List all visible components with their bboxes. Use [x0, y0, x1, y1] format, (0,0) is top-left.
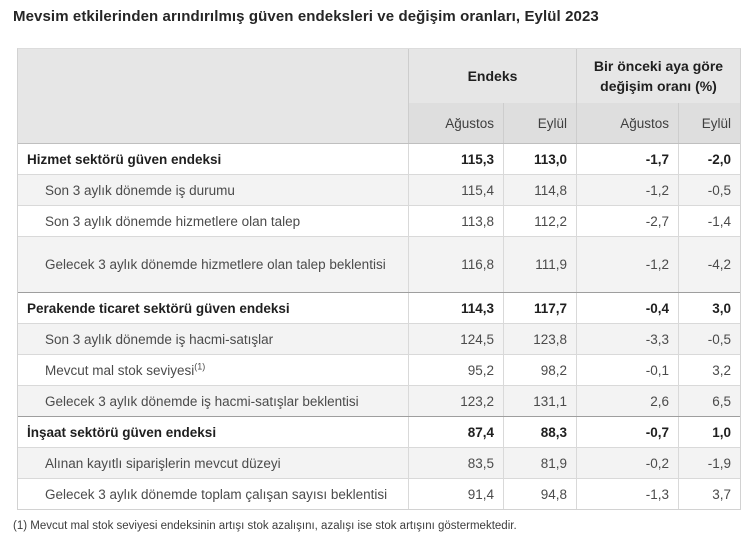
cell-value: -2,0: [678, 144, 740, 174]
cell-value: 124,5: [408, 324, 503, 354]
cell-value: -0,4: [576, 293, 678, 323]
cell-value: 87,4: [408, 417, 503, 447]
cell-value: 2,6: [576, 386, 678, 416]
cell-value: -0,1: [576, 355, 678, 385]
cell-value: 94,8: [503, 479, 576, 509]
confidence-index-table: Endeks Bir önceki aya göre değişim oranı…: [17, 48, 741, 510]
cell-value: -2,7: [576, 206, 678, 236]
cell-value: -0,2: [576, 448, 678, 478]
cell-value: 112,2: [503, 206, 576, 236]
cell-value: 95,2: [408, 355, 503, 385]
row-label: Son 3 aylık dönemde hizmetlere olan tale…: [45, 213, 301, 229]
cell-value: 83,5: [408, 448, 503, 478]
cell-value: 113,0: [503, 144, 576, 174]
table-row-perakende-endeksi: Perakende ticaret sektörü güven endeksi …: [18, 292, 740, 323]
table-row-hizmet-endeksi: Hizmet sektörü güven endeksi 115,3 113,0…: [18, 143, 740, 174]
column-header-endeks-agustos: Ağustos: [408, 103, 503, 143]
column-group-change-rate: Bir önceki aya göre değişim oranı (%): [576, 49, 740, 103]
cell-value: -1,2: [576, 237, 678, 292]
table-row-is-hacmi-beklentisi: Gelecek 3 aylık dönemde iş hacmi-satışla…: [18, 385, 740, 416]
row-label: Son 3 aylık dönemde iş hacmi-satışlar: [45, 331, 274, 347]
cell-value: 131,1: [503, 386, 576, 416]
table-row-kayitli-siparisler: Alınan kayıtlı siparişlerin mevcut düzey…: [18, 447, 740, 478]
cell-value: -3,3: [576, 324, 678, 354]
cell-value: 3,7: [678, 479, 740, 509]
cell-value: -1,9: [678, 448, 740, 478]
cell-value: 81,9: [503, 448, 576, 478]
column-header-change-eylul: Eylül: [678, 103, 740, 143]
cell-value: 98,2: [503, 355, 576, 385]
footnote: (1) Mevcut mal stok seviyesi endeksinin …: [13, 520, 517, 532]
cell-value: -1,2: [576, 175, 678, 205]
table-row-is-hacmi-satislar: Son 3 aylık dönemde iş hacmi-satışlar 12…: [18, 323, 740, 354]
cell-value: 3,2: [678, 355, 740, 385]
table-header-group-row: Endeks Bir önceki aya göre değişim oranı…: [18, 49, 740, 103]
cell-value: 91,4: [408, 479, 503, 509]
cell-value: 88,3: [503, 417, 576, 447]
column-header-endeks-eylul: Eylül: [503, 103, 576, 143]
row-label: İnşaat sektörü güven endeksi: [27, 424, 217, 440]
row-label: Perakende ticaret sektörü güven endeksi: [27, 300, 290, 316]
cell-value: 123,2: [408, 386, 503, 416]
cell-value: -1,4: [678, 206, 740, 236]
row-label: Gelecek 3 aylık dönemde hizmetlere olan …: [45, 257, 386, 272]
cell-value: 116,8: [408, 237, 503, 292]
header-label-spacer: [18, 49, 408, 103]
table-header-month-row: Ağustos Eylül Ağustos Eylül: [18, 103, 740, 143]
cell-value: -0,7: [576, 417, 678, 447]
row-label: Alınan kayıtlı siparişlerin mevcut düzey…: [45, 455, 281, 471]
cell-value: 1,0: [678, 417, 740, 447]
cell-value: 114,3: [408, 293, 503, 323]
cell-value: 6,5: [678, 386, 740, 416]
cell-value: 115,3: [408, 144, 503, 174]
table-row-calisan-sayisi-beklentisi: Gelecek 3 aylık dönemde toplam çalışan s…: [18, 478, 740, 509]
cell-value: 117,7: [503, 293, 576, 323]
row-label: Mevcut mal stok seviyesi(1): [45, 361, 206, 378]
cell-value: -1,7: [576, 144, 678, 174]
cell-value: 113,8: [408, 206, 503, 236]
cell-value: 123,8: [503, 324, 576, 354]
cell-value: -1,3: [576, 479, 678, 509]
row-label: Hizmet sektörü güven endeksi: [27, 151, 222, 167]
table-row-insaat-endeksi: İnşaat sektörü güven endeksi 87,4 88,3 -…: [18, 416, 740, 447]
cell-value: -4,2: [678, 237, 740, 292]
column-group-endeks: Endeks: [408, 49, 576, 103]
cell-value: 115,4: [408, 175, 503, 205]
table-row-hizmetlere-talep: Son 3 aylık dönemde hizmetlere olan tale…: [18, 205, 740, 236]
cell-value: 111,9: [503, 237, 576, 292]
cell-value: -0,5: [678, 175, 740, 205]
column-header-change-agustos: Ağustos: [576, 103, 678, 143]
footnote-marker: (1): [194, 361, 206, 371]
cell-value: -0,5: [678, 324, 740, 354]
table-row-talep-beklentisi: Gelecek 3 aylık dönemde hizmetlere olan …: [18, 236, 740, 292]
cell-value: 3,0: [678, 293, 740, 323]
cell-value: 114,8: [503, 175, 576, 205]
table-row-stok-seviyesi: Mevcut mal stok seviyesi(1) 95,2 98,2 -0…: [18, 354, 740, 385]
table-row-is-durumu: Son 3 aylık dönemde iş durumu 115,4 114,…: [18, 174, 740, 205]
header-label-spacer: [18, 103, 408, 143]
row-label: Gelecek 3 aylık dönemde toplam çalışan s…: [45, 486, 388, 502]
row-label: Gelecek 3 aylık dönemde iş hacmi-satışla…: [45, 393, 359, 409]
page-title: Mevsim etkilerinden arındırılmış güven e…: [13, 8, 599, 25]
row-label: Son 3 aylık dönemde iş durumu: [45, 182, 235, 198]
